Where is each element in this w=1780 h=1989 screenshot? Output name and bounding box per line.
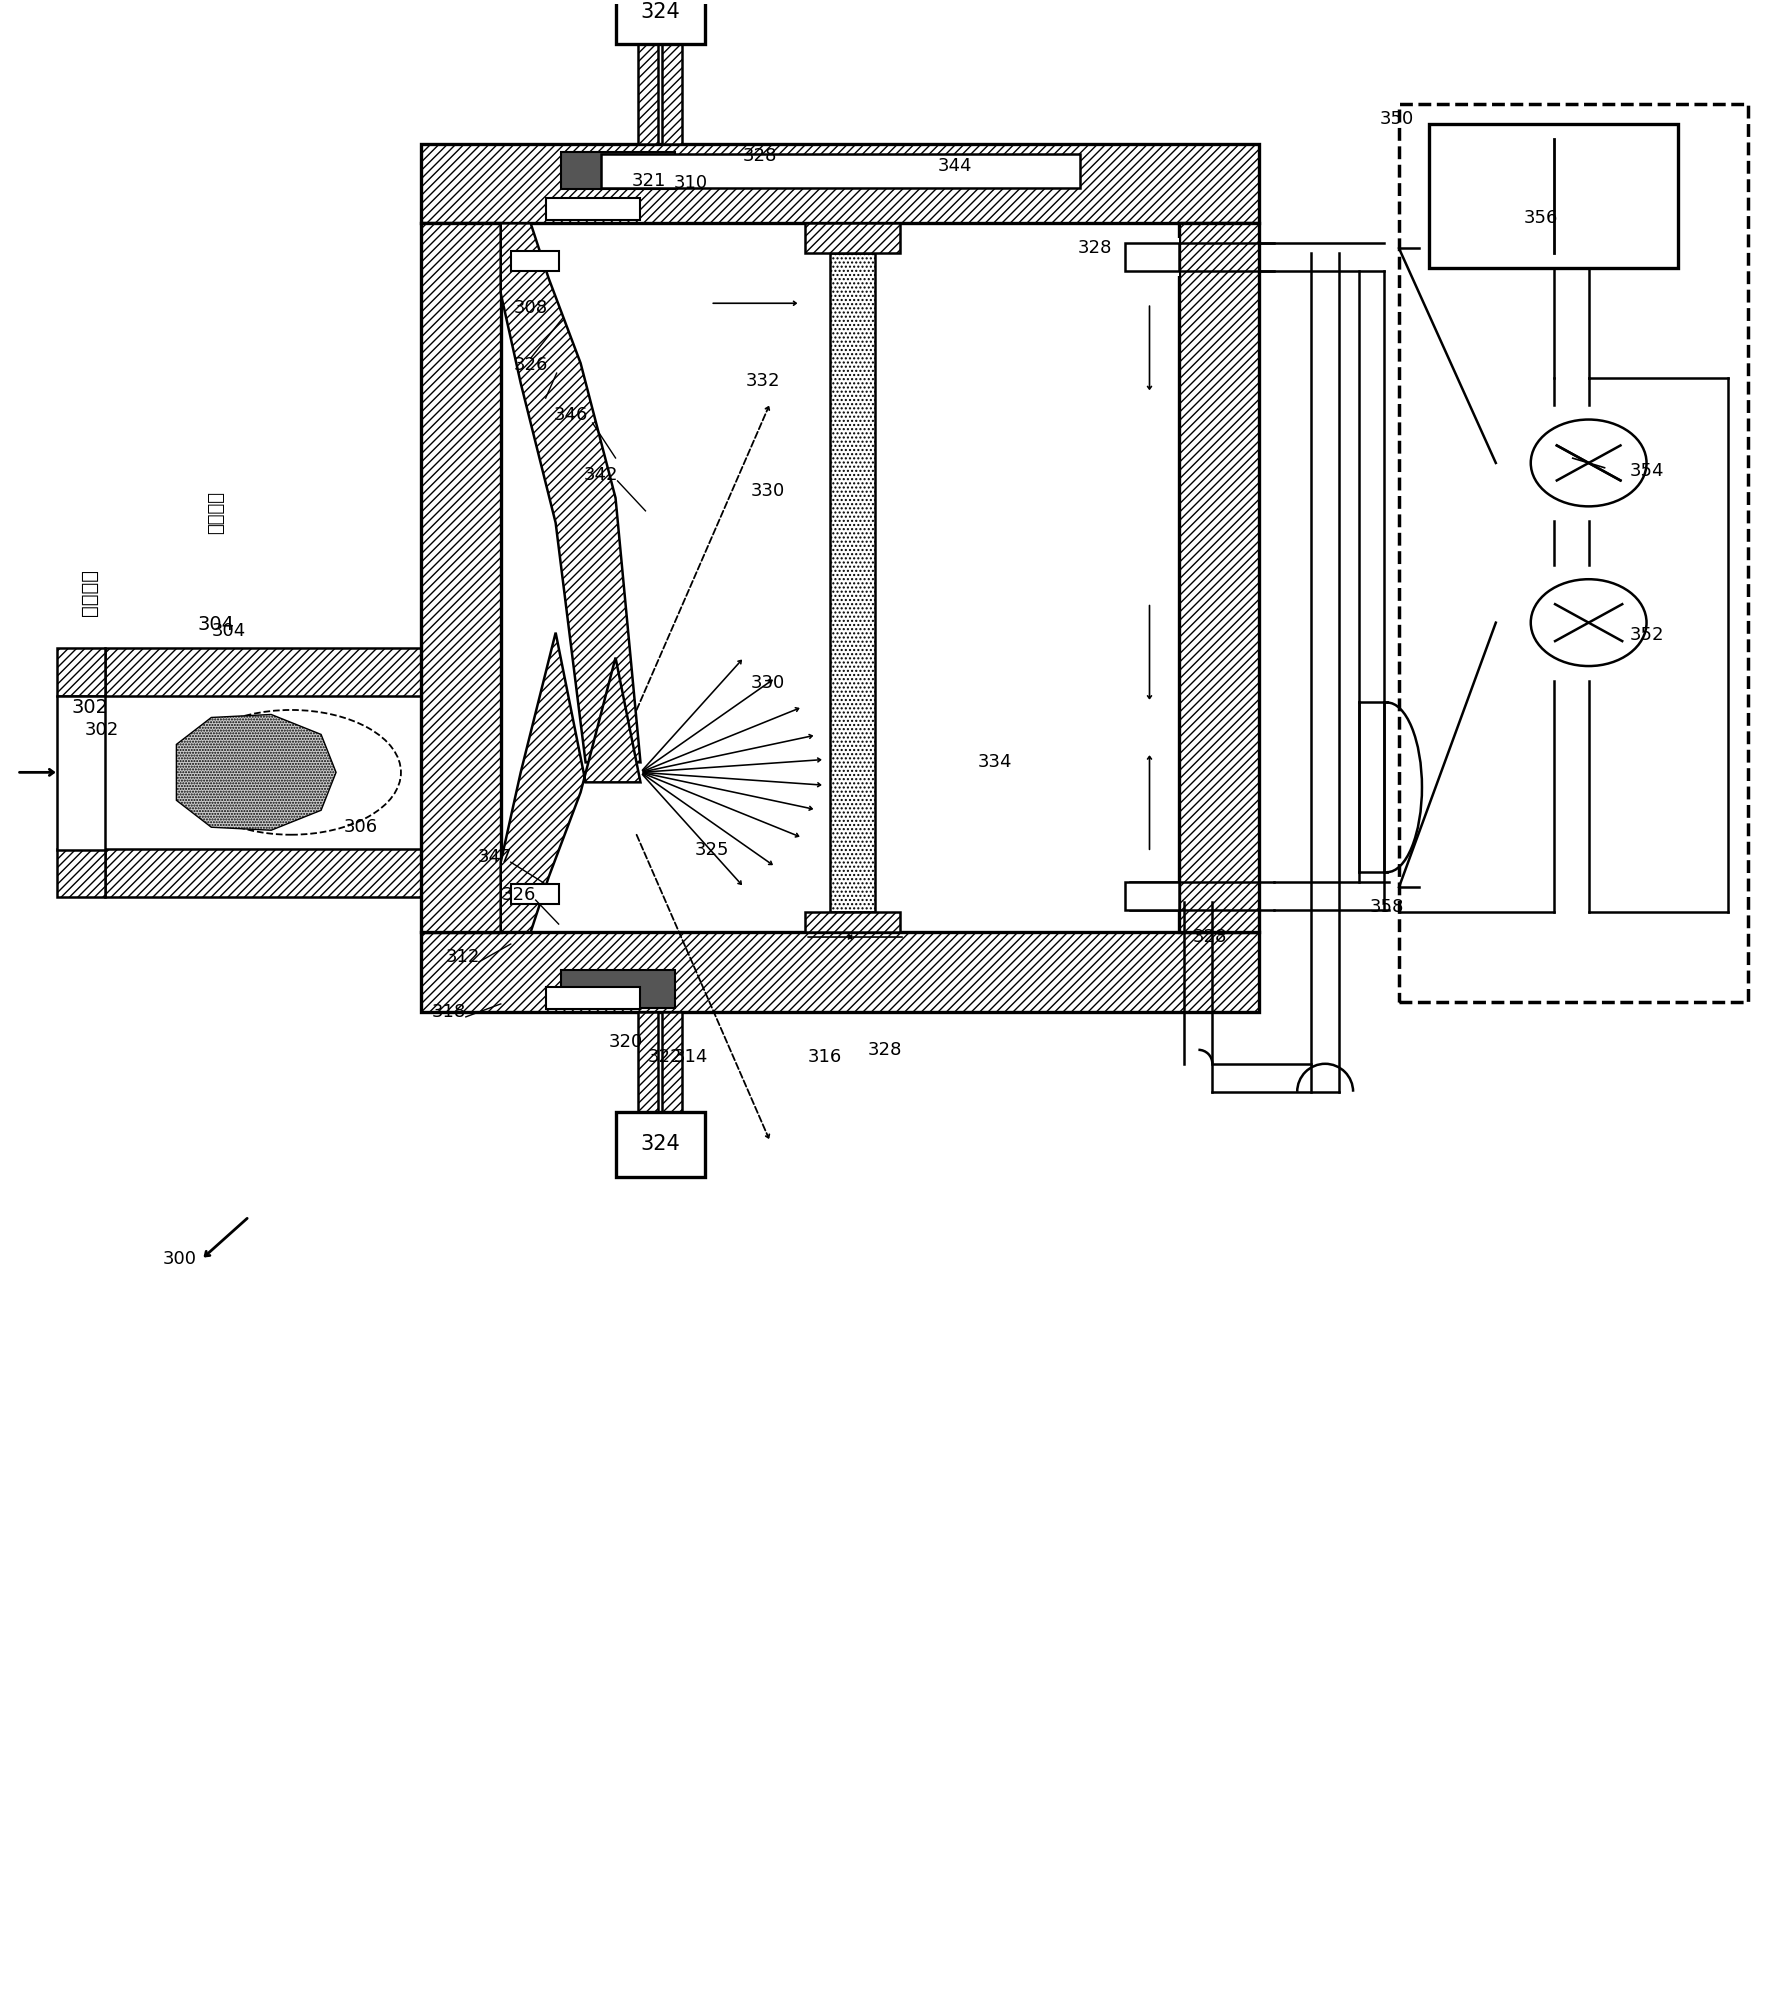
Bar (546, 199, 641, 221)
Bar (57, 648, 105, 696)
Text: 325: 325 (696, 841, 730, 859)
Text: 330: 330 (751, 674, 785, 692)
Bar (662, 44, 682, 143)
Bar (600, 153, 1080, 189)
Text: 358: 358 (1371, 899, 1404, 917)
Text: 324: 324 (641, 1134, 680, 1154)
Polygon shape (500, 223, 641, 762)
Text: 350: 350 (1380, 109, 1413, 127)
Text: 314: 314 (673, 1048, 708, 1066)
Text: 326: 326 (502, 887, 536, 905)
Polygon shape (500, 633, 641, 933)
Bar (1125, 243, 1180, 271)
Bar (1125, 239, 1180, 276)
Bar (662, 1012, 682, 1112)
Bar (546, 987, 641, 1008)
Bar (829, 253, 876, 913)
Text: 342: 342 (584, 465, 618, 483)
Text: 322: 322 (648, 1048, 684, 1066)
Bar (616, 1112, 705, 1177)
Bar (561, 151, 675, 189)
Text: 工艺气体: 工艺气体 (80, 569, 100, 617)
Text: 344: 344 (938, 157, 972, 175)
Bar (420, 223, 500, 933)
Text: 312: 312 (445, 949, 481, 967)
Bar (105, 849, 420, 897)
Text: 308: 308 (514, 298, 548, 318)
Bar (561, 971, 675, 1008)
Text: 328: 328 (1193, 929, 1226, 947)
Bar (57, 849, 105, 897)
Text: 330: 330 (751, 481, 785, 499)
Polygon shape (176, 714, 336, 829)
Text: 304: 304 (212, 623, 246, 640)
Text: 347: 347 (477, 847, 513, 865)
Text: 320: 320 (609, 1032, 643, 1050)
Bar (805, 223, 901, 253)
Text: 带离子源: 带离子源 (206, 491, 226, 535)
Text: 326: 326 (513, 356, 548, 374)
Text: 302: 302 (84, 722, 119, 740)
Text: 321: 321 (632, 173, 666, 191)
Bar (639, 44, 659, 143)
Bar (1429, 123, 1679, 269)
Text: 356: 356 (1524, 209, 1558, 227)
Text: 328: 328 (1077, 239, 1112, 257)
Bar (616, 0, 705, 44)
Bar (511, 251, 559, 271)
Text: 302: 302 (71, 698, 109, 716)
Text: 306: 306 (344, 817, 377, 835)
Text: 316: 316 (808, 1048, 842, 1066)
Text: 300: 300 (162, 1251, 196, 1269)
Bar (1180, 223, 1258, 933)
Bar (1399, 103, 1748, 1002)
Text: 328: 328 (869, 1040, 902, 1058)
Text: 328: 328 (742, 147, 778, 165)
Text: 354: 354 (1629, 461, 1664, 479)
Text: 352: 352 (1629, 627, 1664, 644)
Bar (805, 913, 901, 933)
Text: 332: 332 (746, 372, 780, 390)
Text: 334: 334 (977, 754, 1013, 772)
Bar (105, 648, 420, 696)
Bar (57, 696, 105, 849)
Text: 304: 304 (198, 615, 235, 634)
Bar (420, 143, 1258, 223)
Bar (1125, 883, 1180, 911)
Text: 324: 324 (641, 2, 680, 22)
Text: 318: 318 (433, 1002, 466, 1020)
Bar (420, 933, 1258, 1012)
Bar (511, 885, 559, 905)
Text: 346: 346 (554, 406, 587, 424)
Bar (639, 1012, 659, 1112)
Text: 310: 310 (673, 175, 707, 193)
